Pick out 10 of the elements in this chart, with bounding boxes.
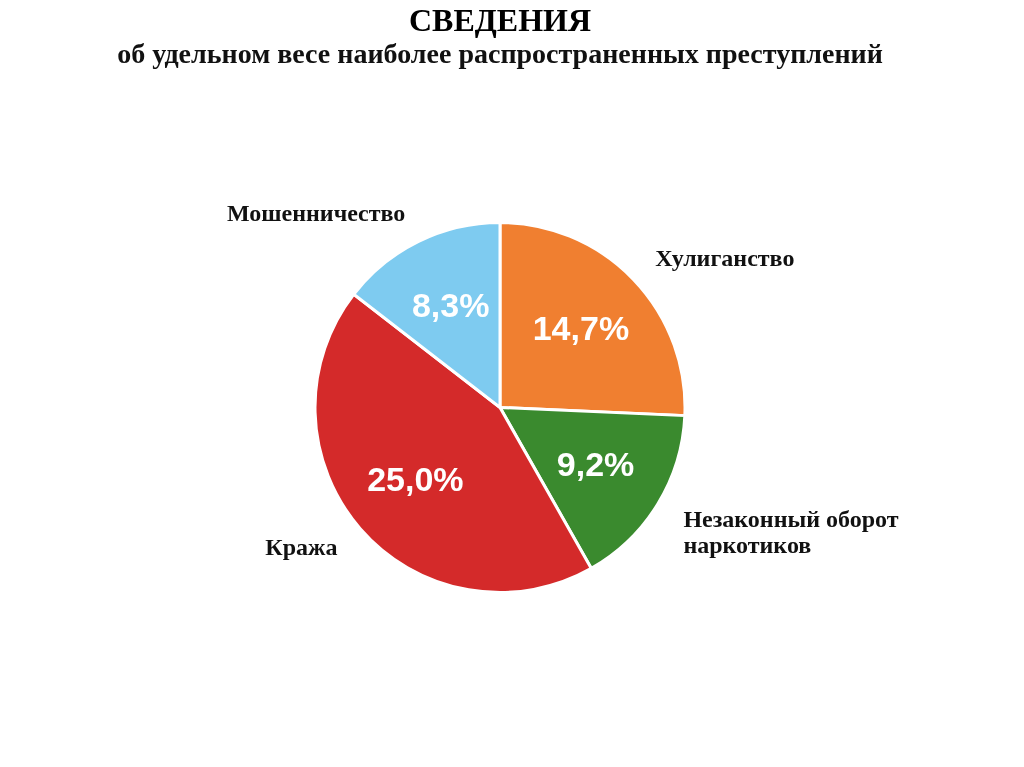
slice-label: Хулиганство (655, 244, 795, 271)
slice-label: Незаконный оборот наркотиков (683, 505, 899, 558)
slice-label: Кража (265, 534, 338, 561)
chart-subtitle: об удельном весе наиболее распространенных преступлений (117, 38, 883, 69)
data-label: 25,0% (367, 459, 464, 498)
data-label: 8,3% (411, 285, 490, 324)
data-label: 14,7% (532, 309, 630, 348)
slice-label: Мошенничество (226, 200, 406, 227)
data-label: 9,2% (556, 444, 635, 483)
chart-title: СВЕДЕНИЯ (408, 2, 592, 38)
